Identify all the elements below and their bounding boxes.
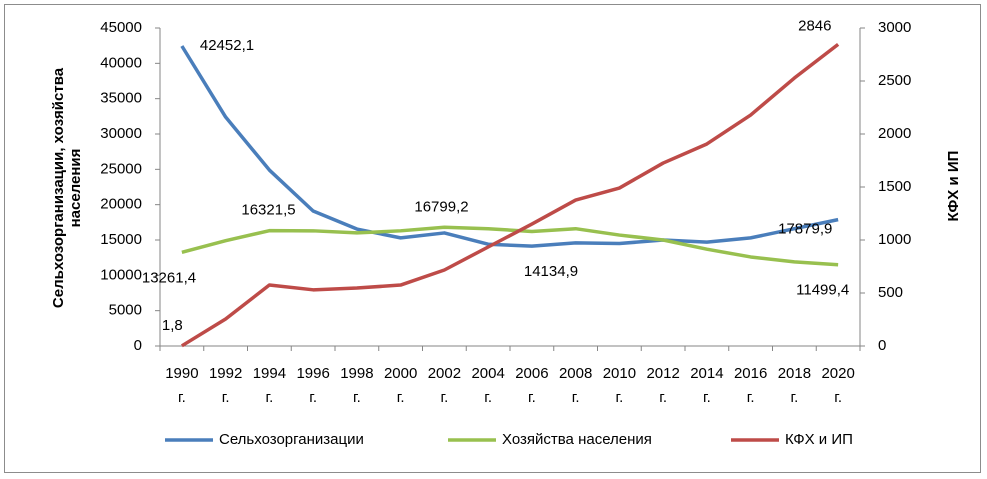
y2-tick-label: 3000 xyxy=(878,19,911,36)
data-label: 16799,2 xyxy=(414,198,468,215)
chart-frame xyxy=(4,4,981,473)
data-label: 42452,1 xyxy=(200,37,254,54)
data-label: 16321,5 xyxy=(241,202,295,219)
y-tick-label: 30000 xyxy=(100,125,142,142)
y2-tick-label: 1500 xyxy=(878,178,911,195)
x-tick-label: 2004 г. xyxy=(471,365,505,406)
data-label: 2846 xyxy=(798,17,831,34)
series-line xyxy=(181,225,839,267)
x-tick-label: 1998 г. xyxy=(340,365,374,406)
y-tick-label: 35000 xyxy=(100,90,142,107)
series-line xyxy=(180,42,840,348)
x-tick-label: 2008 г. xyxy=(558,365,593,406)
data-label: 13261,4 xyxy=(142,269,196,286)
data-label: 11499,4 xyxy=(796,282,849,299)
series-line xyxy=(180,45,839,248)
x-tick-label: 1990 г. xyxy=(165,365,199,406)
y2-tick-label: 0 xyxy=(878,337,886,354)
x-tick-label: 1996 г. xyxy=(296,365,330,406)
y2-tick-label: 2500 xyxy=(878,72,911,89)
data-label: 17879,9 xyxy=(778,221,832,238)
y2-tick-label: 500 xyxy=(878,284,903,301)
x-tick-label: 2006 г. xyxy=(515,365,549,406)
y-tick-label: 45000 xyxy=(100,19,142,36)
y-tick-label: 15000 xyxy=(100,231,142,248)
x-tick-label: 2020 г. xyxy=(821,365,855,406)
x-tick-label: 2014 г. xyxy=(690,365,724,406)
y-tick-label: 10000 xyxy=(100,266,142,283)
x-tick-label: 2000 г. xyxy=(383,365,418,406)
x-tick-label: 2018 г. xyxy=(777,365,812,406)
y2-axis-title: КФХ и ИП xyxy=(945,150,962,222)
x-tick-label: 1992 г. xyxy=(208,365,243,406)
y-tick-label: 0 xyxy=(134,337,142,354)
y2-tick-label: 1000 xyxy=(878,231,911,248)
y-tick-label: 5000 xyxy=(109,302,142,319)
y2-tick-label: 2000 xyxy=(878,125,911,142)
y-tick-label: 25000 xyxy=(100,160,142,177)
x-tick-label: 2010 г. xyxy=(602,365,637,406)
x-tick-label: 2012 г. xyxy=(646,365,680,406)
legend-label: Хозяйства населения xyxy=(502,431,652,448)
x-tick-label: 1994 г. xyxy=(252,365,287,406)
y-axis-title: Сельхозорганизации, хозяйства населения xyxy=(50,67,84,309)
legend-label: КФХ и ИП xyxy=(785,431,853,448)
x-tick-label: 2016 г. xyxy=(733,365,768,406)
data-label: 14134,9 xyxy=(524,263,578,280)
y-tick-label: 40000 xyxy=(100,54,142,71)
legend-label: Сельхозорганизации xyxy=(219,431,364,448)
x-tick-label: 2002 г. xyxy=(427,365,462,406)
y-tick-label: 20000 xyxy=(100,196,142,213)
data-label: 1,8 xyxy=(162,317,183,334)
